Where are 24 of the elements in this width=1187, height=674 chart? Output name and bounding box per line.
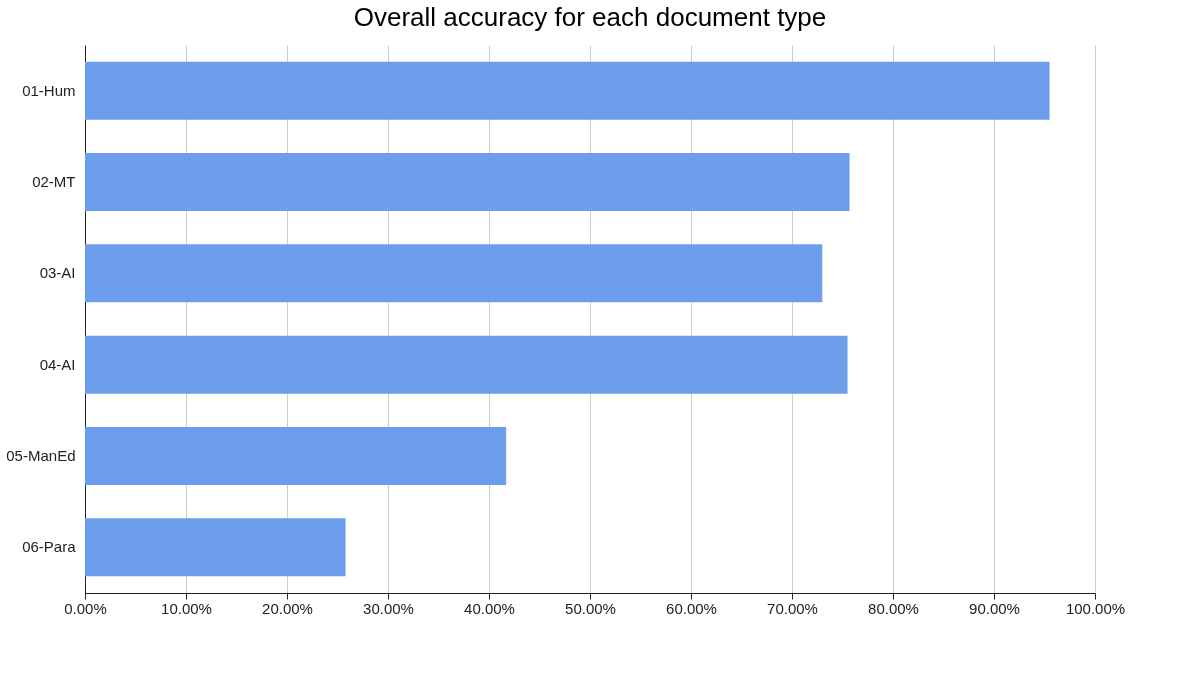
y-tick-label: 02-MT xyxy=(32,173,76,190)
x-tick-label: 70.00% xyxy=(767,599,818,617)
bar xyxy=(85,518,346,577)
bar xyxy=(85,244,823,303)
y-tick-label: 03-AI xyxy=(39,264,76,282)
x-tick-label: 60.00% xyxy=(666,599,717,617)
x-tick-label: 50.00% xyxy=(565,599,616,617)
bar xyxy=(85,427,507,485)
bar xyxy=(85,335,848,394)
y-tick-label: 06-Para xyxy=(22,538,77,556)
x-tick-label: 30.00% xyxy=(363,599,414,617)
y-tick-label: 01-Hum xyxy=(22,81,76,99)
y-tick-label: 05-ManEd xyxy=(6,447,76,464)
x-tick-label: 10.00% xyxy=(161,599,212,617)
bar xyxy=(85,61,1050,120)
y-tick-label: 04-AI xyxy=(39,355,76,373)
x-tick-label: 20.00% xyxy=(262,599,313,617)
x-tick-label: 0.00% xyxy=(64,599,107,617)
x-tick-label: 40.00% xyxy=(464,599,515,617)
x-tick-label: 90.00% xyxy=(969,599,1020,617)
x-tick-label: 80.00% xyxy=(868,599,919,617)
chart-title: Overall accuracy for each document type xyxy=(353,2,827,32)
x-tick-label: 100.00% xyxy=(1065,599,1126,617)
bar xyxy=(85,153,850,211)
